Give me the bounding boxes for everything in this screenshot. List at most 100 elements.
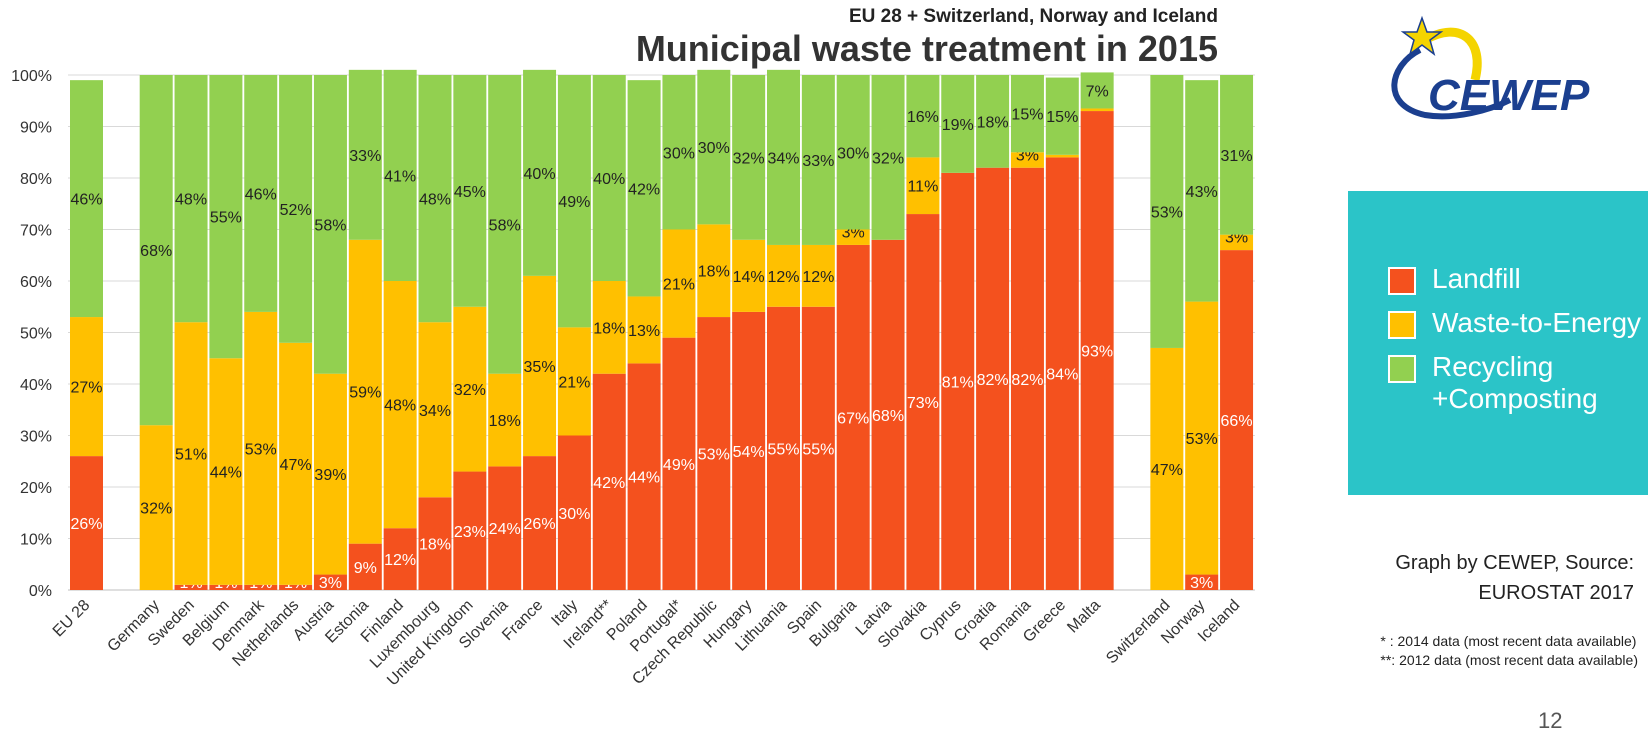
data-label-landfill: 82% [977, 372, 1009, 389]
y-tick-label: 100% [11, 68, 52, 85]
y-tick-label: 80% [20, 171, 52, 188]
bar-segment-landfill [279, 584, 313, 590]
bar-segment-wte [313, 373, 347, 575]
bar-segment-wte [209, 358, 243, 585]
x-tick-label: Malta [1064, 597, 1104, 637]
data-label-recycling: 55% [210, 210, 242, 227]
bar-segment-landfill [70, 456, 103, 590]
legend: Landfill Waste-to-Energy Recycling +Comp… [1348, 191, 1648, 495]
data-label-recycling: 19% [942, 117, 974, 134]
bar-segment-wte [592, 281, 626, 374]
data-label-landfill: 55% [767, 441, 799, 458]
bar-segment-wte [557, 327, 591, 436]
footnote-2: **: 2012 data (most recent data availabl… [1380, 652, 1638, 668]
bar-segment-landfill [383, 528, 417, 590]
bar-segment-landfill [906, 214, 940, 591]
bar-segment-wte [139, 425, 173, 590]
data-label-recycling: 31% [1221, 148, 1253, 165]
legend-swatch-landfill [1388, 267, 1416, 295]
bar-segment-recycling [627, 80, 661, 297]
bar-segment-recycling [906, 75, 940, 158]
data-label-recycling: 45% [454, 184, 486, 201]
bar-segment-recycling [209, 75, 243, 359]
bar-segment-wte [662, 229, 696, 338]
data-label-landfill: 54% [733, 444, 765, 461]
bar-segment-recycling [1185, 80, 1219, 302]
bar-segment-landfill [1045, 157, 1079, 590]
bar-segment-landfill [523, 456, 557, 590]
bar-segment-recycling [871, 75, 905, 240]
data-label-recycling: 48% [175, 192, 207, 209]
bar-segment-recycling [976, 75, 1010, 168]
bar-segment-wte [1045, 154, 1079, 158]
data-label-wte: 32% [140, 501, 172, 518]
data-label-recycling: 43% [1186, 184, 1218, 201]
data-label-wte: 51% [175, 447, 207, 464]
y-tick-label: 30% [20, 429, 52, 446]
footnote-1: * : 2014 data (most recent data availabl… [1380, 633, 1637, 649]
data-label-landfill: 26% [70, 516, 102, 533]
legend-item-wte: Waste-to-Energy [1388, 307, 1641, 339]
page-number: 12 [1538, 708, 1563, 733]
bar-segment-wte [1220, 234, 1254, 251]
bar-segment-landfill [592, 373, 626, 590]
data-label-landfill: 73% [907, 395, 939, 412]
data-label-recycling: 58% [314, 217, 346, 234]
data-label-landfill: 18% [419, 537, 451, 554]
data-label-wte: 14% [733, 269, 765, 286]
bar-segment-wte [767, 244, 800, 307]
bar-segment-landfill [174, 584, 208, 590]
bar-segment-recycling [1045, 77, 1079, 155]
data-label-recycling: 15% [1046, 109, 1078, 126]
data-label-wte: 21% [663, 277, 695, 294]
bar-segment-wte [174, 322, 208, 585]
data-label-recycling: 7% [1086, 83, 1109, 100]
data-label-landfill: 9% [354, 560, 377, 577]
data-label-landfill: 24% [489, 521, 521, 538]
bar-segment-wte [488, 373, 522, 467]
bar-segment-landfill [941, 172, 975, 590]
bar-segment-wte [383, 281, 417, 529]
data-label-recycling: 41% [384, 168, 416, 185]
bar-segment-landfill [1185, 574, 1219, 590]
bar-segment-recycling [557, 75, 591, 328]
bar-segment-landfill [662, 337, 696, 590]
bar-segment-wte [1150, 347, 1184, 590]
legend-label-recycling-line1: Recycling [1432, 351, 1554, 382]
y-tick-label: 0% [29, 583, 52, 600]
bar-segment-wte [906, 157, 940, 215]
data-label-wte: 12% [767, 269, 799, 286]
bar-segment-recycling [1150, 75, 1184, 348]
bar-segment-landfill [1080, 111, 1114, 591]
source-line-1: Graph by CEWEP, Source: [1395, 552, 1634, 574]
bar-segment-recycling [348, 69, 382, 240]
chart-title: Municipal waste treatment in 2015 [635, 28, 1218, 69]
legend-swatch-wte [1388, 311, 1416, 339]
bar-segment-wte [70, 317, 103, 457]
bar-segment-recycling [244, 75, 278, 312]
bar-segment-recycling [383, 69, 417, 281]
bar-segment-recycling [592, 75, 626, 281]
bar-segment-recycling [523, 69, 557, 276]
data-label-landfill: 67% [837, 410, 869, 427]
bar-segment-recycling [801, 75, 835, 245]
data-label-landfill: 49% [663, 457, 695, 474]
data-label-landfill: 55% [802, 441, 834, 458]
bar-segment-landfill [244, 584, 278, 590]
legend-label-wte: Waste-to-Energy [1432, 307, 1642, 338]
data-label-wte: 18% [489, 413, 521, 430]
legend-item-landfill: Landfill [1388, 263, 1521, 295]
data-label-recycling: 33% [802, 153, 834, 170]
data-label-recycling: 32% [872, 150, 904, 167]
data-label-recycling: 30% [837, 145, 869, 162]
legend-label-landfill: Landfill [1432, 263, 1521, 294]
data-label-landfill: 53% [698, 447, 730, 464]
bar-segment-wte [348, 239, 382, 544]
star-swoosh-logo-icon: CEWEP [1391, 15, 1590, 120]
data-label-wte: 34% [419, 403, 451, 420]
data-label-recycling: 46% [245, 186, 277, 203]
data-label-wte: 44% [210, 465, 242, 482]
data-label-wte: 11% [907, 179, 938, 196]
bar-segment-landfill [453, 471, 487, 590]
data-label-recycling: 18% [977, 114, 1009, 131]
